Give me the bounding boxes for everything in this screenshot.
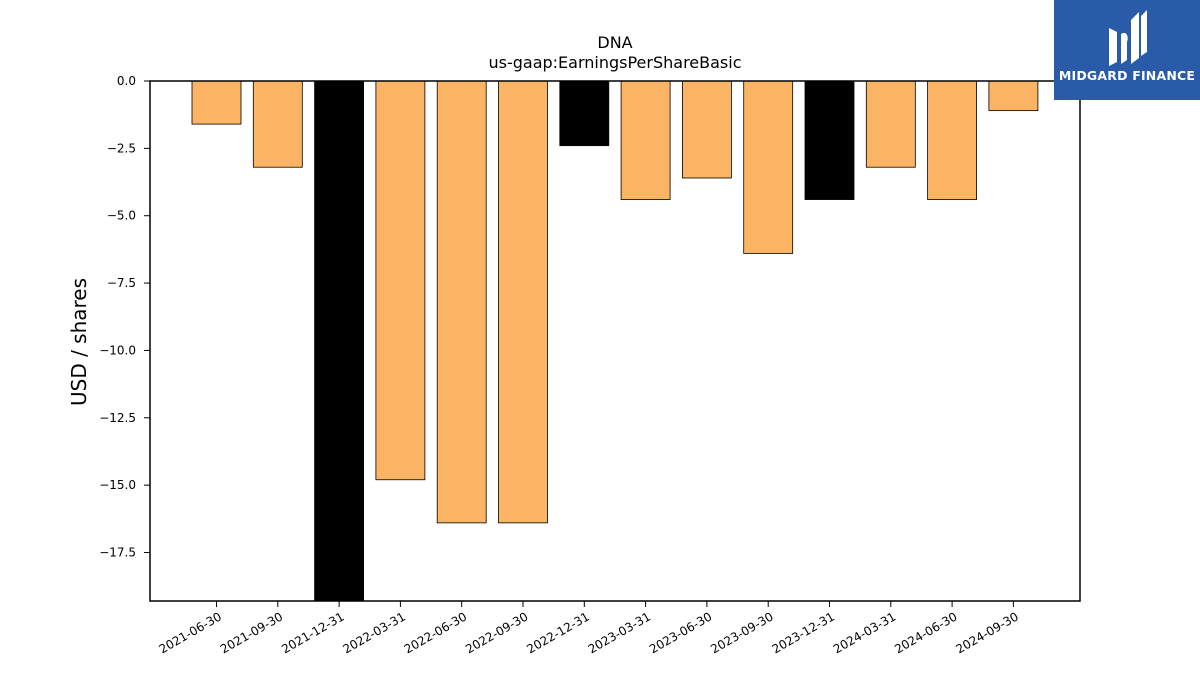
x-ticks-group: 2021-06-302021-09-302021-12-312022-03-31… (157, 601, 1021, 656)
y-tick-label: −2.5 (107, 141, 136, 155)
plot-frame (149, 80, 1081, 602)
y-axis-label: USD / shares (67, 278, 91, 406)
y-tick-label: −10.0 (99, 343, 136, 357)
brand-name: MIDGARD FINANCE (1058, 68, 1196, 83)
bar-2022-12-31 (559, 80, 610, 147)
y-tick-label: −17.5 (99, 546, 136, 560)
y-tick-label: −5.0 (107, 209, 136, 223)
y-tick-label: −15.0 (99, 478, 136, 492)
x-tick-label: 2022-06-30 (402, 609, 469, 656)
bar-2022-09-30 (498, 80, 548, 524)
bar-2021-12-31 (314, 80, 365, 602)
x-tick-label: 2022-12-31 (524, 609, 591, 656)
bar-2023-03-31 (620, 80, 671, 200)
bars-group (191, 80, 1039, 602)
bar-2021-06-30 (191, 80, 242, 125)
x-tick-label: 2022-09-30 (463, 609, 530, 656)
bar-2021-09-30 (252, 80, 303, 168)
y-tick-label: 0.0 (117, 74, 136, 88)
bar-2023-12-31 (804, 80, 855, 200)
x-tick-label: 2024-06-30 (892, 609, 959, 656)
x-tick-label: 2023-06-30 (647, 609, 714, 656)
bar-2023-09-30 (743, 80, 794, 254)
x-tick-label: 2021-12-31 (279, 609, 346, 656)
bar-2024-09-30 (988, 80, 1039, 112)
bar-2024-06-30 (927, 80, 977, 200)
bar-2023-06-30 (682, 80, 732, 179)
y-tick-label: −12.5 (99, 411, 136, 425)
x-tick-label: 2024-09-30 (953, 609, 1020, 656)
x-tick-label: 2023-12-31 (770, 609, 837, 656)
bar-2022-06-30 (436, 80, 487, 524)
y-tick-label: −7.5 (107, 276, 136, 290)
x-tick-label: 2021-09-30 (218, 609, 285, 656)
midgard-logo-icon (1109, 10, 1147, 66)
brand-logo: MIDGARD FINANCE (1054, 0, 1200, 100)
bar-2024-03-31 (865, 80, 916, 168)
y-ticks-group: 0.0 −2.5 −5.0 −7.5 −10.0 −12.5 −15.0 −17.5 (99, 74, 150, 560)
x-tick-label: 2023-03-31 (586, 609, 653, 656)
x-tick-label: 2024-03-31 (831, 609, 898, 656)
x-tick-label: 2023-09-30 (708, 609, 775, 656)
chart-title: DNA (597, 33, 632, 52)
bar-2022-03-31 (375, 80, 426, 481)
x-tick-label: 2022-03-31 (340, 609, 407, 656)
x-tick-label: 2021-06-30 (157, 609, 224, 656)
chart-subtitle: us-gaap:EarningsPerShareBasic (488, 53, 741, 72)
